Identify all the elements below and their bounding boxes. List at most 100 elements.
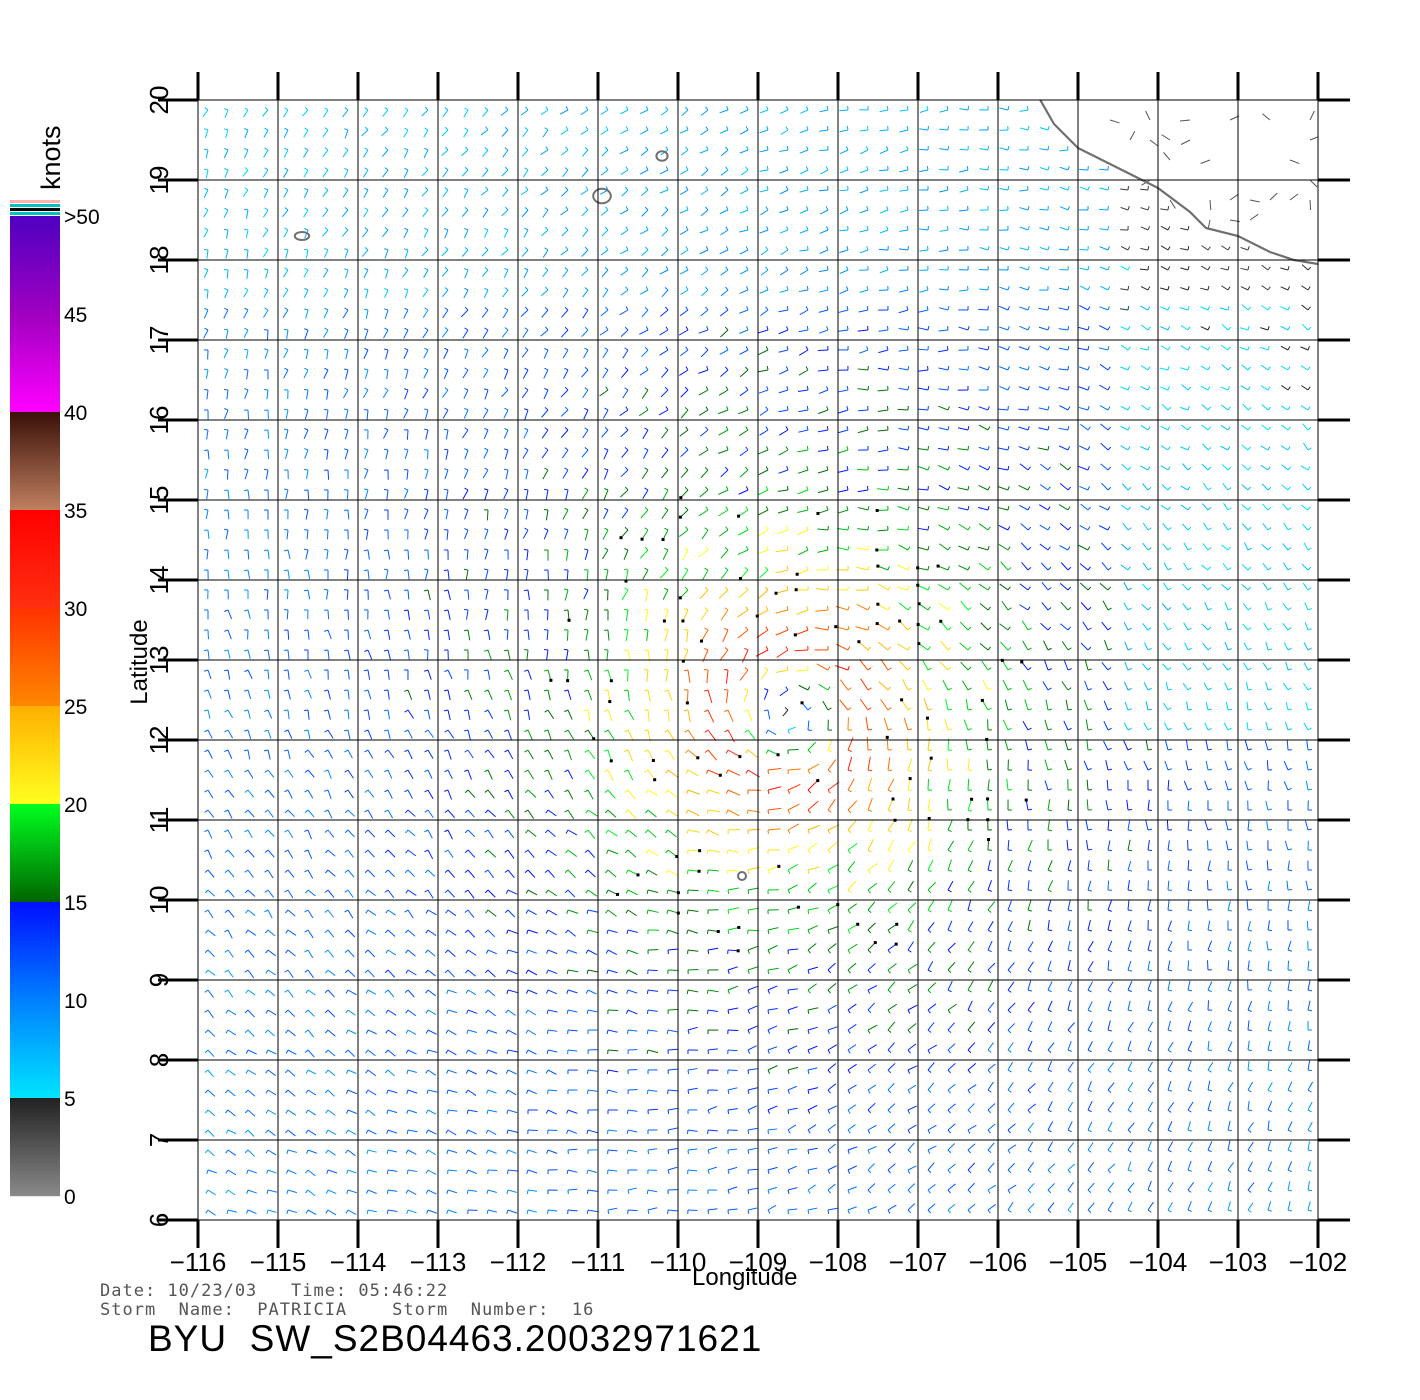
- wind-vector: [607, 1207, 618, 1211]
- wind-vector: [687, 749, 699, 759]
- wind-vector: [627, 1149, 638, 1153]
- wind-vector: [627, 729, 634, 741]
- wind-vector: [700, 609, 709, 621]
- colorbar-slice: [10, 461, 60, 463]
- wind-vector: [327, 849, 336, 857]
- wind-vector-barb: [887, 586, 891, 591]
- wind-vector-barb: [584, 669, 589, 672]
- wind-vector-barb: [927, 1009, 931, 1014]
- wind-vector-barb: [404, 729, 409, 733]
- wind-vector: [327, 1169, 338, 1174]
- wind-vector-barb: [1127, 949, 1132, 952]
- wind-vector: [1067, 1163, 1076, 1171]
- wind-vector-barb: [365, 909, 369, 914]
- colorbar-slice: [10, 992, 60, 994]
- wind-vector-barb: [827, 849, 831, 854]
- wind-vector-barb: [927, 667, 932, 671]
- wind-vector-barb: [363, 528, 369, 531]
- colorbar-slice: [10, 835, 60, 837]
- wind-vector: [725, 669, 729, 684]
- wind-vector-barb: [927, 606, 931, 611]
- wind-vector-barb: [1027, 567, 1032, 571]
- colorbar-slice: [10, 839, 60, 841]
- wind-vector-barb: [624, 709, 629, 713]
- wind-vector-barb: [485, 1129, 489, 1134]
- wind-vector-barb: [1307, 1209, 1312, 1212]
- wind-vector-barb: [1187, 526, 1192, 531]
- wind-vector-barb: [264, 809, 269, 813]
- colorbar-slice: [10, 231, 60, 233]
- colorbar-slice: [10, 678, 60, 680]
- wind-vector-barb: [406, 1169, 409, 1175]
- wind-vector-barb: [745, 769, 749, 774]
- wind-vector: [1126, 799, 1129, 811]
- wind-vector-barb: [344, 969, 349, 974]
- wind-vector: [1121, 543, 1129, 551]
- wind-vector: [1027, 1001, 1035, 1011]
- wind-vector: [907, 941, 914, 951]
- wind-vector: [347, 769, 354, 779]
- wind-vector: [847, 1024, 857, 1031]
- colorbar-slice: [10, 662, 60, 664]
- wind-vector: [1042, 681, 1049, 691]
- wind-vector-barb: [967, 809, 972, 812]
- colorbar-stripe: [10, 200, 60, 203]
- wind-vector-barb: [724, 627, 729, 631]
- colorbar-slice: [10, 220, 60, 222]
- colorbar-slice: [10, 1003, 60, 1005]
- colorbar-slice: [10, 880, 60, 882]
- wind-vector: [287, 669, 290, 680]
- wind-vector: [546, 609, 549, 621]
- colorbar-slice: [10, 630, 60, 632]
- colorbar-slice: [10, 1153, 60, 1155]
- wind-vector: [647, 769, 656, 781]
- wind-vector: [1107, 940, 1113, 951]
- colorbar-slice: [10, 1187, 60, 1189]
- wind-vector-barb: [725, 769, 729, 774]
- wind-vector: [1024, 699, 1029, 711]
- colorbar-slice: [10, 852, 60, 854]
- wind-vector-barb: [484, 689, 489, 693]
- wind-vector-barb: [466, 1009, 469, 1014]
- wind-vector-barb: [927, 1109, 932, 1114]
- wind-vector: [907, 880, 914, 891]
- wind-vector: [667, 889, 679, 894]
- wind-vector: [907, 1065, 918, 1071]
- wind-vector: [1283, 582, 1289, 591]
- wind-vector-barb: [1227, 687, 1232, 691]
- wind-vector: [1227, 980, 1232, 991]
- wind-vector: [387, 849, 396, 858]
- wind-vector: [1103, 700, 1109, 711]
- colorbar-slice: [10, 522, 60, 524]
- wind-vector: [1167, 980, 1171, 991]
- wind-vector-barb: [1047, 687, 1052, 691]
- wind-vector: [387, 629, 391, 640]
- wind-vector-barb: [444, 869, 449, 874]
- wind-vector-barb: [643, 649, 649, 652]
- wind-vector: [287, 1089, 296, 1097]
- wind-vector: [627, 1048, 638, 1051]
- wind-vector: [1099, 582, 1109, 591]
- wind-vector: [727, 907, 740, 911]
- wind-vector: [1183, 542, 1189, 551]
- wind-vector: [1243, 662, 1249, 671]
- wind-vector: [507, 1129, 518, 1133]
- colorbar-slice: [10, 676, 60, 678]
- wind-vector: [797, 529, 809, 536]
- wind-vector: [527, 869, 536, 878]
- wind-vector: [1305, 880, 1309, 891]
- wind-vector: [307, 929, 314, 939]
- colorbar-slice: [10, 875, 60, 877]
- wind-vector: [527, 629, 530, 641]
- wind-vector: [487, 1109, 498, 1113]
- wind-vector: [1147, 1081, 1154, 1091]
- wind-vector: [267, 1189, 278, 1193]
- rain-flag: [885, 735, 889, 739]
- wind-vector: [327, 1109, 336, 1116]
- colorbar-slice: [10, 907, 60, 909]
- wind-vector: [959, 621, 969, 631]
- wind-vector-barb: [785, 626, 789, 631]
- wind-vector: [347, 689, 350, 700]
- wind-vector: [427, 829, 433, 839]
- colorbar-slice: [10, 237, 60, 239]
